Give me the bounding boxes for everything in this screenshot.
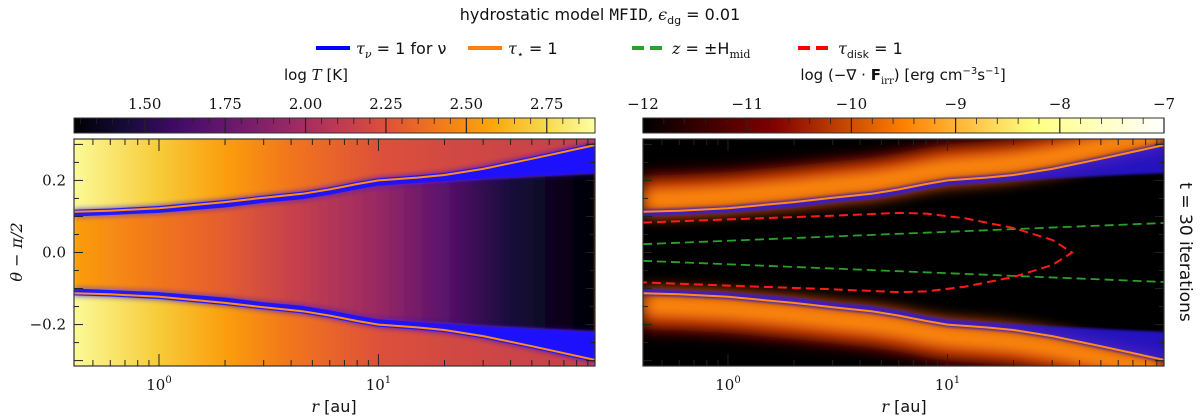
iteration-label: t = 30 iterations: [1175, 182, 1195, 322]
colorbar-temperature: [73, 117, 596, 134]
y-axis-label: θ − π/2: [7, 222, 26, 281]
colorbar-tick-label: 2.75: [530, 95, 563, 113]
legend-label: τ⋆ = 1: [508, 39, 558, 61]
tau-star-curve: [643, 144, 1164, 213]
legend-item-h-mid: z = ±Hmid: [632, 39, 750, 61]
colorbar-flux-divergence: [642, 117, 1165, 134]
colorbar-tick-label: 2.00: [289, 95, 322, 113]
x-tick-label: 100: [715, 375, 740, 394]
plot-flux-divergence: [643, 139, 1164, 366]
colorbar-tick-label: 2.25: [369, 95, 402, 113]
y-tick-label: 0.2: [42, 171, 66, 189]
tau-star-curve: [74, 292, 595, 361]
h-mid-curve: [643, 222, 1164, 246]
temperature-disk-interior-map: [74, 173, 595, 332]
x-axis-label-right: r [au]: [881, 397, 926, 416]
colorbar-label-flux-divergence: log (−∇ · Firr) [erg cm−3s−1]: [800, 66, 1005, 87]
legend-item-tau-nu: τν = 1 for ν: [316, 39, 446, 61]
legend: τν = 1 for ν τ⋆ = 1 z = ±Hmid τdisk = 1: [316, 39, 903, 61]
irradiation-glow: [643, 139, 1164, 214]
y-tick-label: −0.2: [30, 316, 66, 334]
legend-item-tau-disk: τdisk = 1: [798, 39, 903, 61]
colorbar-label-temperature: log T [K]: [284, 66, 348, 84]
colorbar-tick-label: −10: [836, 95, 868, 113]
colorbar-tick-label: 2.50: [450, 95, 483, 113]
legend-label: τdisk = 1: [838, 39, 903, 61]
colorbar-tick-label: −11: [731, 95, 763, 113]
colorbar-tick-label: −12: [627, 95, 659, 113]
tau-star-curve: [74, 144, 595, 213]
x-tick-label: 101: [366, 375, 391, 394]
colorbar-tick-label: −9: [945, 95, 967, 113]
figure-title: hydrostatic model MFID, ϵdg = 0.01: [460, 5, 741, 27]
tau-disk-curve: [643, 211, 1074, 294]
legend-label: z = ±Hmid: [671, 39, 750, 61]
colorbar-tick-label: 1.50: [128, 95, 161, 113]
legend-item-tau-star: τ⋆ = 1: [468, 39, 558, 61]
tau-star-curve: [643, 292, 1164, 361]
x-tick-label: 100: [146, 375, 171, 394]
y-tick-label: 0.0: [42, 244, 66, 262]
legend-label: τν = 1 for ν: [356, 39, 446, 61]
x-axis-label-left: r [au]: [311, 397, 356, 416]
plot-temperature: [74, 139, 595, 366]
colorbar-tick-label: 1.75: [208, 95, 241, 113]
x-tick-label: 101: [935, 375, 960, 394]
irradiation-glow: [643, 291, 1164, 366]
h-mid-curve: [643, 259, 1164, 283]
colorbar-tick-label: −7: [1153, 95, 1175, 113]
colorbar-tick-label: −8: [1049, 95, 1071, 113]
